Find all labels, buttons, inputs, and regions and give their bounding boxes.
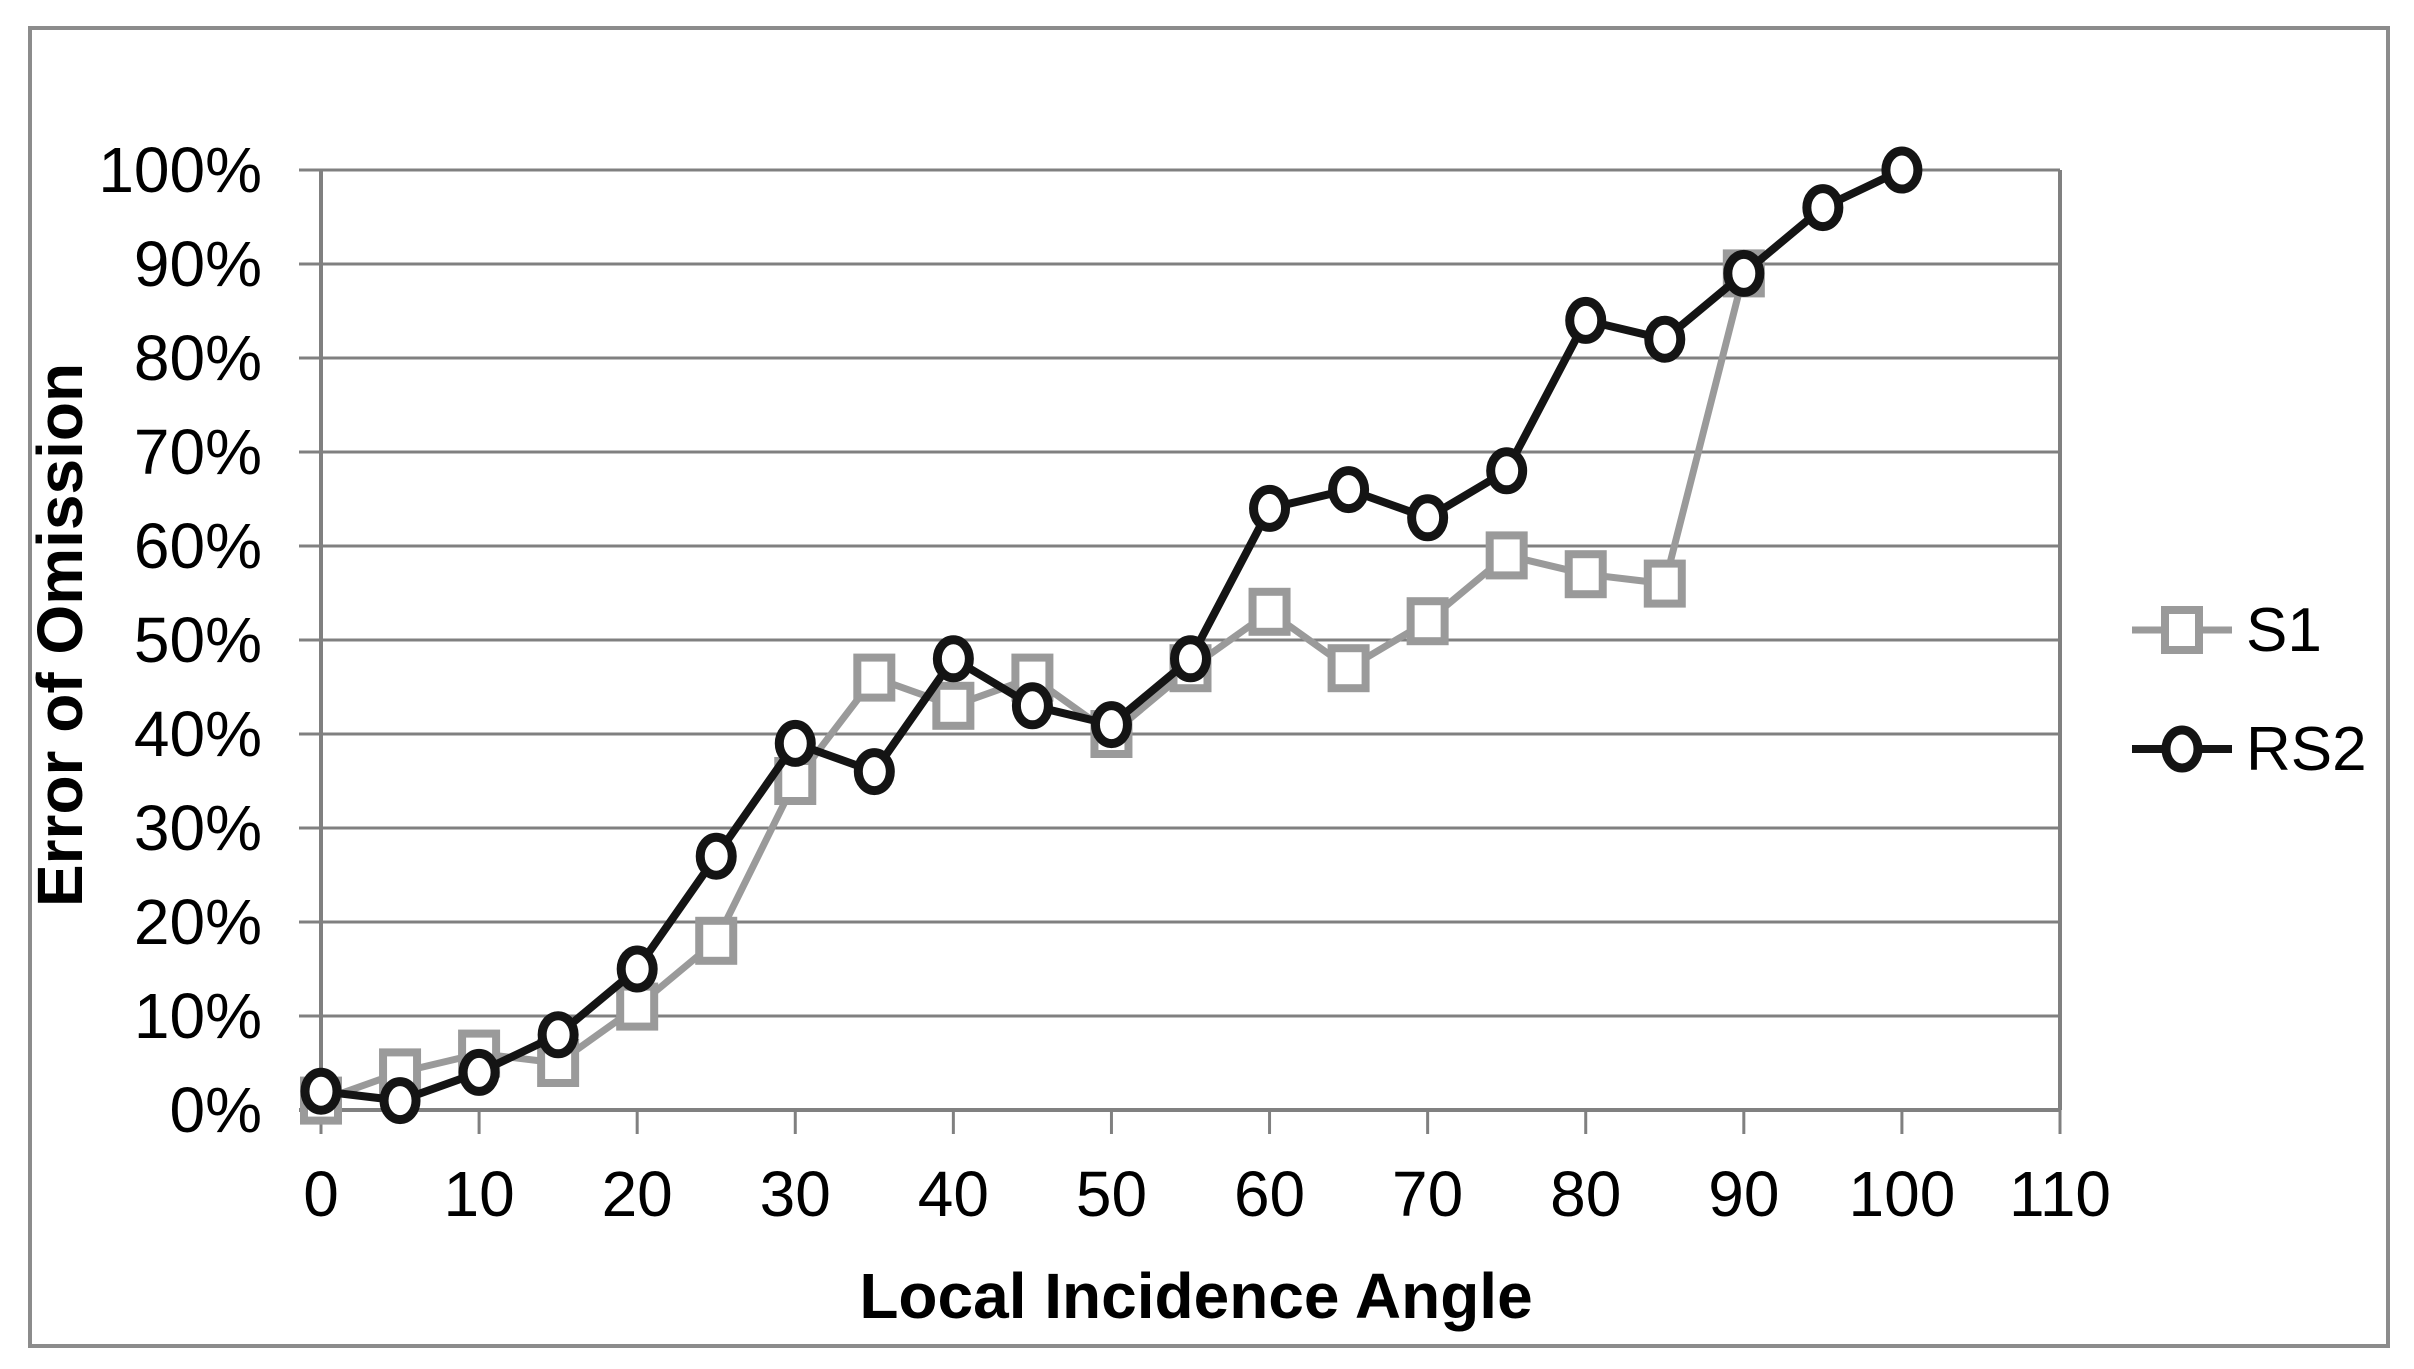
x-tick-label: 50 [1076, 1158, 1147, 1230]
x-tick-label: 0 [303, 1158, 339, 1230]
rs2-marker [1249, 484, 1291, 532]
y-tick-label: 20% [134, 886, 262, 958]
rs2-marker [616, 945, 658, 993]
s1-marker [1248, 587, 1291, 636]
x-tick-label: 80 [1550, 1158, 1621, 1230]
s1-marker [537, 1039, 580, 1087]
x-tick-label: 110 [2009, 1158, 2111, 1230]
rs2-marker [1881, 146, 1923, 194]
s1-marker [853, 653, 896, 702]
rs2-marker [1723, 249, 1765, 297]
legend-square-marker-icon [2161, 606, 2203, 654]
s1-marker [1485, 531, 1528, 580]
x-tick-label: 30 [760, 1158, 831, 1230]
s1-marker [1643, 559, 1686, 608]
y-tick-label: 40% [134, 698, 262, 770]
s1-marker [1564, 550, 1607, 599]
s1-marker [774, 757, 817, 805]
x-tick-label: 40 [918, 1158, 989, 1230]
gridlines [299, 168, 2060, 1018]
y-tick-label: 0% [170, 1074, 263, 1146]
rs2-marker [774, 719, 816, 767]
chart-border [28, 26, 2390, 1348]
rs2-marker [932, 635, 974, 683]
rs2-marker [1486, 447, 1528, 495]
y-tick-labels: 0% 10% 20% 30% 40% 50% 60% 70% 80% 90% 100% [98, 134, 262, 1146]
rs2-marker [1170, 635, 1211, 683]
y-tick-label: 80% [134, 322, 262, 394]
rs2-marker [537, 1011, 579, 1059]
y-tick-label: 90% [134, 228, 262, 300]
rs2-marker [1407, 494, 1449, 542]
rs2-marker [1565, 296, 1607, 344]
series-plot [300, 146, 1923, 1125]
y-tick-label: 60% [134, 510, 262, 582]
rs2-line [317, 166, 1906, 1105]
legend-circle-marker-icon [2161, 725, 2203, 773]
rs2-marker [1644, 315, 1686, 363]
x-axis-title: Local Incidence Angle [859, 1260, 1532, 1332]
s1-marker [695, 916, 738, 965]
rs2-marker [458, 1048, 500, 1096]
rs2-marker [1090, 701, 1132, 749]
rs2-marker [300, 1067, 342, 1115]
y-tick-label: 100% [98, 134, 262, 206]
y-tick-label: 50% [134, 604, 262, 676]
y-tick-label: 70% [134, 416, 262, 488]
legend-label-rs2: RS2 [2246, 715, 2367, 784]
x-tick-label: 90 [1708, 1158, 1779, 1230]
rs2-marker [853, 748, 895, 796]
rs2-marker [1802, 184, 1844, 232]
s1-marker [1406, 597, 1449, 646]
x-tick-label: 70 [1392, 1158, 1463, 1230]
legend [2132, 606, 2232, 773]
y-axis-title: Error of Omission [24, 363, 96, 907]
x-tick-labels: 0 10 20 30 40 50 60 70 80 90 100 110 [303, 1158, 2111, 1230]
y-tick-label: 30% [134, 792, 262, 864]
x-tick-label: 20 [602, 1158, 673, 1230]
s1-marker [932, 681, 975, 730]
legend-label-s1: S1 [2246, 596, 2322, 665]
s1-marker [1327, 644, 1370, 693]
s1-marker [616, 982, 659, 1031]
axes [299, 170, 2062, 1134]
rs2-marker [379, 1077, 421, 1125]
y-tick-label: 10% [134, 980, 262, 1052]
x-tick-label: 100 [1849, 1158, 1956, 1230]
rs2-marker [1328, 466, 1370, 514]
x-tick-label: 60 [1234, 1158, 1305, 1230]
x-tick-label: 10 [443, 1158, 514, 1230]
rs2-marker [1011, 682, 1053, 730]
rs2-marker [695, 832, 737, 880]
